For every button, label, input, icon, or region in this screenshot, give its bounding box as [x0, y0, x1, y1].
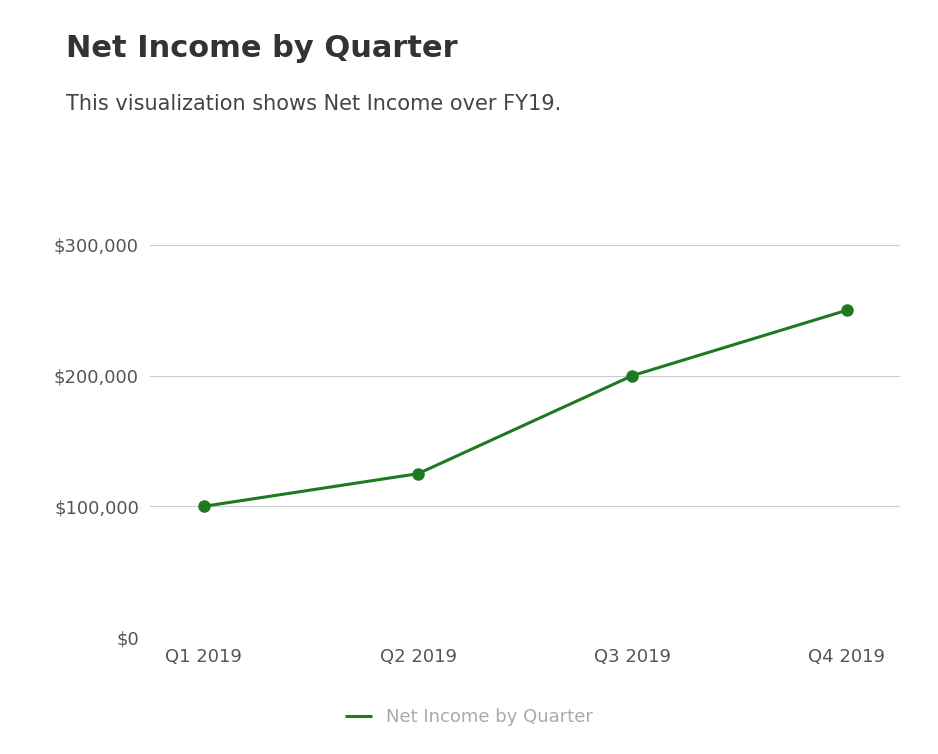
Text: Net Income by Quarter: Net Income by Quarter — [66, 34, 458, 63]
Legend: Net Income by Quarter: Net Income by Quarter — [338, 701, 600, 734]
Text: This visualization shows Net Income over FY19.: This visualization shows Net Income over… — [66, 94, 561, 115]
